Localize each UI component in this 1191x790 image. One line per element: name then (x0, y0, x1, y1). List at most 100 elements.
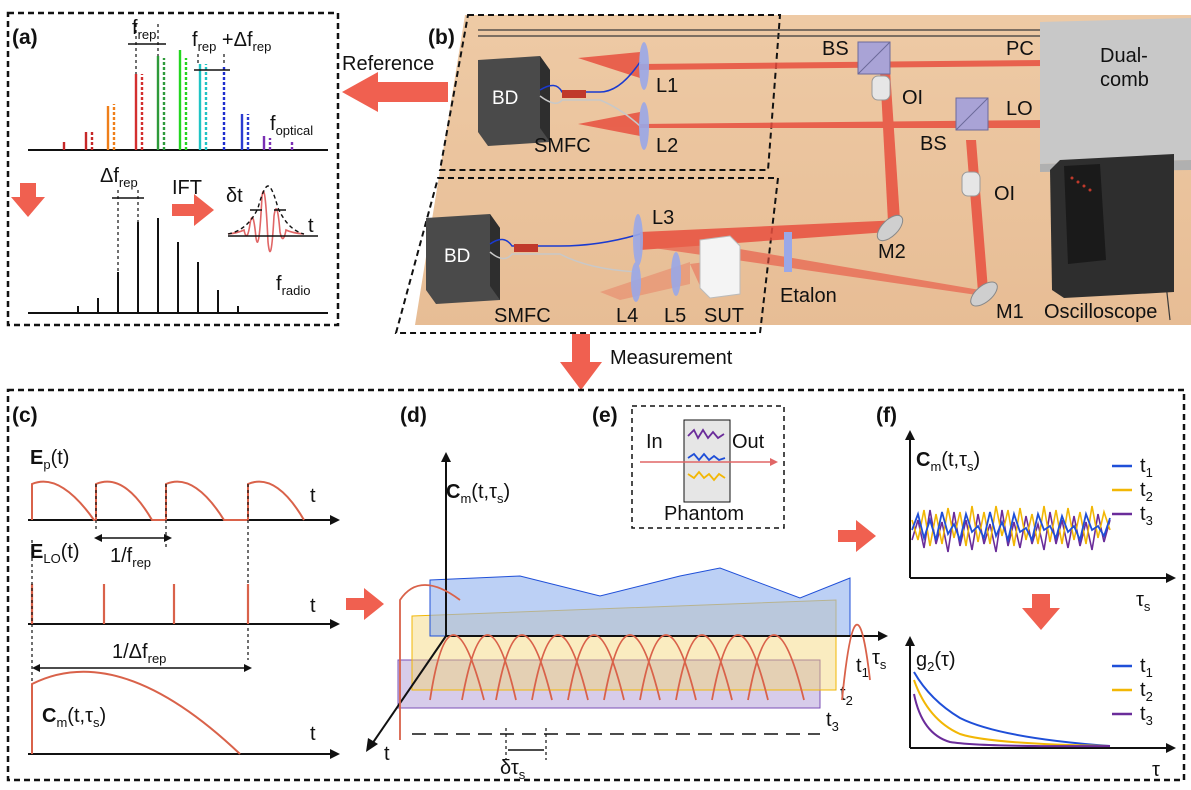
g2-label: g2(τ) (916, 649, 956, 674)
svg-text:In: In (646, 431, 663, 453)
panel-e-label: (e) (592, 404, 618, 427)
svg-text:Out: Out (732, 431, 765, 453)
svg-text:τ: τ (1152, 759, 1160, 781)
svg-text:comb: comb (1100, 69, 1149, 91)
dual-comb-box: Dual- comb (1040, 18, 1191, 172)
radio-comb-lines (77, 218, 239, 313)
panel-a-border (6, 11, 340, 327)
reference-arrow: Reference (342, 53, 448, 112)
elo-pulses (30, 584, 250, 624)
oscilloscope: Oscilloscope (1044, 154, 1174, 323)
lower-border (6, 388, 1186, 782)
panel-e-border (631, 405, 785, 529)
svg-text:M2: M2 (878, 241, 906, 263)
dtau-label: δτs (500, 757, 526, 782)
cm-label-f: Cm(t,τs) (916, 449, 980, 474)
svg-text:t3: t3 (1140, 703, 1153, 728)
panel-a-label: (a) (12, 26, 38, 49)
dt-label: δt (226, 185, 243, 207)
measurement-label: Measurement (610, 347, 733, 369)
svg-text:OI: OI (994, 183, 1015, 205)
phantom-box (683, 419, 731, 503)
svg-text:t: t (384, 743, 390, 765)
etalon (784, 232, 792, 272)
svg-text:t2: t2 (1140, 479, 1153, 504)
cm-curve-c (31, 670, 241, 755)
panel-f-label: (f) (876, 404, 897, 427)
panel-c: (c) Ep(t) t ELO(t) 1/frep t 1/Δfrep t Cm… (12, 404, 340, 759)
mirror-m2 (876, 214, 904, 242)
svg-text:L4: L4 (616, 305, 638, 327)
mirror-m1 (970, 281, 998, 307)
svg-text:BS: BS (822, 38, 849, 60)
reference-arrow-icon (342, 72, 448, 112)
svg-text:t: t (310, 595, 316, 617)
smfc-label-bottom: SMFC (494, 305, 551, 327)
cm-label-c: Cm(t,τs) (42, 705, 106, 730)
svg-text:t3: t3 (1140, 503, 1153, 528)
elo-label: ELO(t) (30, 541, 80, 566)
svg-text:Phantom: Phantom (664, 503, 744, 525)
bd-bottom: BD (426, 214, 500, 304)
frep-plus-dfrep-label: frep +Δfrep (192, 29, 271, 54)
measurement-arrow-icon (560, 334, 602, 390)
smfc-label-top: SMFC (534, 135, 591, 157)
svg-text:t2: t2 (1140, 679, 1153, 704)
panel-c-label: (c) (12, 404, 38, 427)
plane-t1 (429, 567, 851, 637)
ift-arrow-icon (172, 194, 214, 226)
c-to-d-arrow-icon (346, 588, 384, 620)
svg-text:OI: OI (902, 87, 923, 109)
svg-text:t1: t1 (856, 655, 869, 680)
cm-label-d: Cm(t,τs) (446, 481, 510, 506)
svg-text:t: t (310, 723, 316, 745)
svg-text:τs: τs (872, 647, 887, 672)
svg-text:Etalon: Etalon (780, 285, 837, 307)
ep-pulses (31, 480, 305, 521)
oi-bottom (961, 171, 981, 197)
panel-f: (f) Cm(t,τs) τs t1 t2 t3 g2(τ) τ t1 (876, 404, 1176, 781)
g2-t1 (913, 671, 1111, 747)
frep-label: frep (132, 17, 156, 42)
optical-comb-lines (62, 50, 294, 150)
inv-dfrep-label: 1/Δfrep (112, 641, 166, 666)
svg-text:t1: t1 (1140, 655, 1153, 680)
svg-text:SUT: SUT (704, 305, 744, 327)
plane-t3 (397, 659, 821, 709)
reference-label: Reference (342, 53, 434, 75)
envelope (227, 185, 305, 235)
svg-text:L1: L1 (656, 75, 678, 97)
ep-label: Ep(t) (30, 447, 69, 472)
svg-text:L5: L5 (664, 305, 686, 327)
bs-top: BS (822, 38, 891, 75)
svg-text:L2: L2 (656, 135, 678, 157)
trace-t1 (911, 510, 1111, 544)
legend-top: t1 t2 t3 (1112, 455, 1153, 528)
t-label-a: t (308, 215, 314, 237)
svg-text:M1: M1 (996, 301, 1024, 323)
svg-text:Oscilloscope: Oscilloscope (1044, 301, 1157, 323)
svg-text:τs: τs (1136, 589, 1151, 614)
bd-top: BD (478, 56, 550, 146)
down-arrow-icon (11, 183, 45, 217)
svg-text:BD: BD (492, 88, 518, 109)
interferogram (227, 190, 305, 253)
coherence-arcs (399, 584, 871, 740)
svg-text:BD: BD (444, 246, 470, 267)
measurement-arrow: Measurement (560, 334, 733, 390)
panel-e: (e) In Out Phantom (592, 404, 785, 529)
ift-label: IFT (172, 177, 202, 199)
panel-b-label: (b) (428, 26, 455, 49)
svg-text:t1: t1 (1140, 455, 1153, 480)
foptical-label: foptical (270, 113, 313, 138)
svg-text:t: t (310, 485, 316, 507)
svg-text:LO: LO (1006, 98, 1033, 120)
optical-table (415, 15, 1191, 325)
panel-d-label: (d) (400, 404, 427, 427)
inv-frep-label: 1/frep (110, 545, 151, 570)
fradio-label: fradio (276, 273, 310, 298)
dfrep-label: Δfrep (100, 165, 138, 190)
panel-b: (b) BD BD (394, 14, 1191, 334)
panel-d: (d) t τs Cm(t,τs) t1 t2 t3 (366, 404, 888, 782)
